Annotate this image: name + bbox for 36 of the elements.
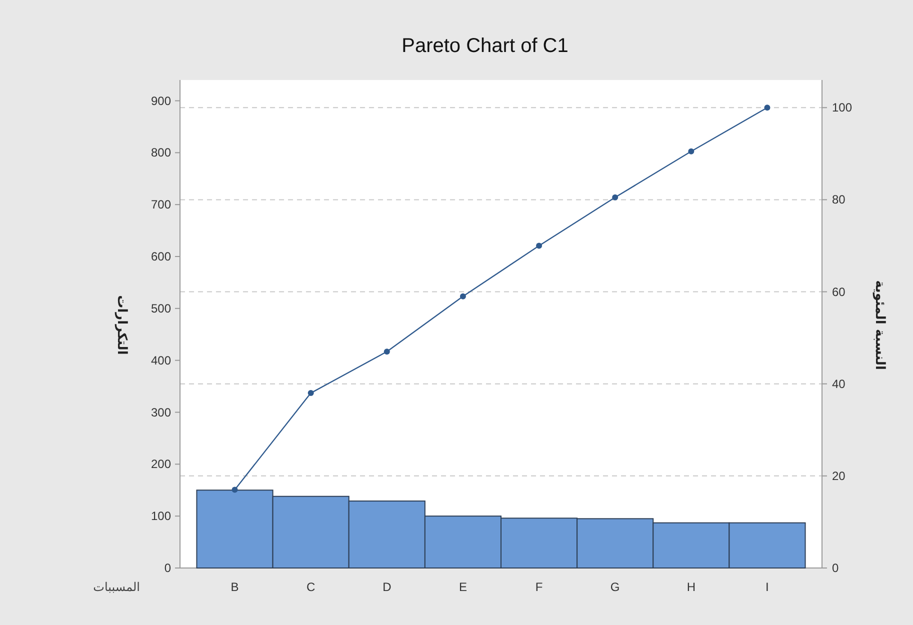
point [536,242,542,249]
chart-title: Pareto Chart of C1 [402,35,568,57]
point [612,194,618,200]
y2-tick-label: 60 [832,284,846,299]
x-tick-label: D [382,580,392,594]
y2-tick-label: 80 [832,192,846,207]
x-axis-title: المسببات [93,580,140,594]
point [688,148,694,154]
x-tick-label: B [230,580,239,594]
y2-axis-title: النسبة المئوية [872,280,887,370]
y-tick-label: 500 [150,301,172,316]
x-tick-label: E [458,580,467,594]
x-tick-label: H [686,580,696,594]
y-tick-label: 0 [164,561,172,575]
y2-tick-label: 0 [832,561,839,575]
y-tick-label: 200 [150,457,172,472]
y-tick-label: 700 [150,198,172,212]
y2-tick-label: 100 [832,100,852,115]
point [460,293,466,300]
y-tick-label: 400 [150,353,172,368]
y2-tick-label: 40 [832,376,846,391]
point [764,104,770,111]
y-tick-label: 900 [150,94,172,108]
point [232,486,238,493]
point [308,390,314,396]
x-tick-label: G [610,580,620,594]
point [384,348,390,355]
x-tick-label: I [766,580,769,594]
x-tick-label: C [306,580,316,594]
y-tick-label: 300 [150,405,172,420]
y-tick-label: 100 [150,509,172,524]
y-tick-label: 600 [150,250,172,264]
x-tick-label: F [535,580,543,594]
y-axis-title: التكرارات [114,295,129,355]
y2-tick-label: 20 [832,468,846,483]
y-tick-label: 800 [150,146,172,160]
